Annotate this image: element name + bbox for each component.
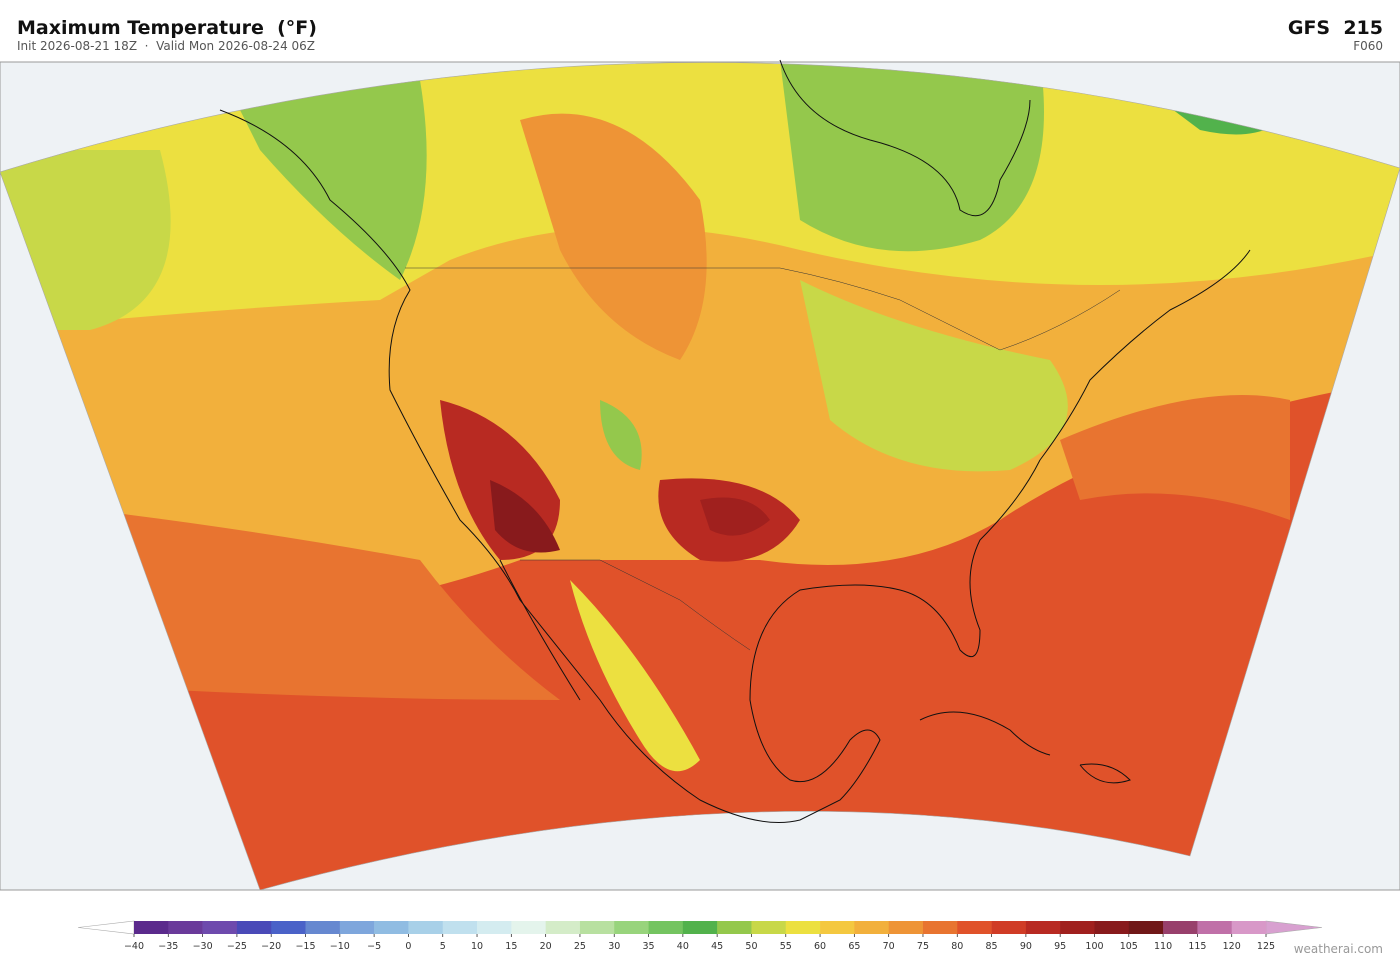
colorbar-bin: [682, 921, 718, 934]
colorbar-tick-label: 50: [745, 941, 757, 952]
colorbar-tick-label: 75: [917, 941, 929, 952]
colorbar-bin: [202, 921, 238, 934]
colorbar-bin: [888, 921, 924, 934]
colorbar-bin: [1094, 921, 1130, 934]
colorbar-tick-label: 15: [505, 941, 517, 952]
colorbar-bin: [820, 921, 855, 934]
colorbar-bin: [305, 921, 341, 934]
colorbar-tick-label: −15: [295, 941, 315, 952]
colorbar-bin: [511, 921, 546, 934]
coast-mainland: [219, 109, 1251, 823]
colorbar-tick-label: 0: [405, 941, 411, 952]
colorbar-tick-label: 25: [574, 941, 586, 952]
subtitle: Init 2026-08-21 18Z · Valid Mon 2026-08-…: [17, 39, 315, 53]
colorbar-bin: [717, 921, 752, 934]
colorbar-tick-label: 90: [1020, 941, 1032, 952]
colorbar-tick-label: −30: [193, 941, 213, 952]
colorbar-tick-label: 120: [1223, 941, 1241, 952]
domain-outline: [0, 62, 1400, 891]
colorbar-tick-label: 105: [1120, 941, 1138, 952]
colorbar-bin: [1197, 921, 1232, 934]
colorbar-tick-label: 60: [814, 941, 826, 952]
field-ontario: [780, 62, 1045, 252]
credit: weatherai.com: [1294, 942, 1383, 956]
colorbar-bin: [408, 921, 444, 934]
colorbar-bin: [271, 921, 306, 934]
border-us-canada: [405, 267, 1121, 351]
colorbar-bin: [785, 921, 821, 934]
borders: [405, 267, 1121, 651]
coastlines: [219, 59, 1251, 823]
field-atlantic: [1060, 395, 1290, 520]
colorbar-tick-label: −25: [227, 941, 247, 952]
colorbar-bin: [168, 921, 203, 934]
field-pacific: [0, 150, 171, 330]
colorbar-tick-label: 5: [440, 941, 446, 952]
colorbar-bin: [1163, 921, 1198, 934]
colorbar-bin: [545, 921, 581, 934]
colorbar-tick-label: −20: [261, 941, 281, 952]
field-plains: [520, 113, 707, 360]
colorbar-bin: [1060, 921, 1095, 934]
colorbar-tick-label: 115: [1188, 941, 1206, 952]
colorbar-bin: [922, 921, 958, 934]
colorbar-tick-label: −40: [124, 941, 144, 952]
coast-baja: [499, 559, 581, 701]
colorbar-bin: [957, 921, 992, 934]
colorbar-tick-label: 35: [642, 941, 654, 952]
field-colorado: [600, 400, 642, 470]
colorbar-tick-label: 85: [986, 941, 998, 952]
colorbar-bin: [1231, 921, 1267, 934]
coast-hispaniola: [1079, 763, 1131, 784]
temperature-field: [0, 62, 1400, 890]
colorbar-bin: [614, 921, 649, 934]
field-bc: [230, 80, 427, 280]
colorbar-bin: [854, 921, 889, 934]
field-midwest: [800, 280, 1068, 472]
colorbar-bin: [134, 921, 169, 934]
colorbar-tick-label: 55: [780, 941, 792, 952]
colorbar-bin: [751, 921, 787, 934]
colorbar-tick-label: 80: [951, 941, 963, 952]
title: Maximum Temperature (°F): [17, 17, 317, 39]
field-mexico-plateau: [570, 580, 700, 772]
colorbar-tick-label: 45: [711, 941, 723, 952]
colorbar-tick-label: 100: [1085, 941, 1103, 952]
colorbar-bin: [1025, 921, 1061, 934]
colorbar-tick-label: −35: [158, 941, 178, 952]
colorbar-bin: [579, 921, 615, 934]
colorbar: −40 −35 −30 −25 −20 −15 −10 −5 0 5 10 15 20 25 30 35 40 4…: [77, 920, 1323, 952]
colorbar-tick-label: −5: [367, 941, 381, 952]
colorbar-tick-label: 65: [848, 941, 860, 952]
coast-hudson: [779, 59, 1031, 217]
colorbar-tick-label: 30: [608, 941, 620, 952]
coast-cuba: [919, 711, 1051, 756]
colorbar-bin: [442, 921, 478, 934]
colorbar-tick-label: 125: [1257, 941, 1275, 952]
map: [0, 59, 1400, 891]
colorbar-tick-label: 95: [1054, 941, 1066, 952]
colorbar-tick-label: 110: [1154, 941, 1172, 952]
colorbar-bin: [1128, 921, 1164, 934]
colorbar-tick-label: 20: [540, 941, 552, 952]
field-south: [0, 380, 1400, 890]
colorbar-tick-label: −10: [330, 941, 350, 952]
forecast-hour: F060: [1353, 39, 1383, 53]
field-desert-core: [490, 480, 560, 553]
field-texas-core: [700, 497, 770, 536]
colorbar-tick-label: 40: [677, 941, 689, 952]
colorbar-bin: [339, 921, 375, 934]
colorbar-bin: [374, 921, 409, 934]
colorbar-bin: [648, 921, 684, 934]
colorbar-bin: [477, 921, 512, 934]
model: GFS 215: [1288, 17, 1383, 39]
colorbar-tick-label: 70: [883, 941, 895, 952]
colorbar-bin: [991, 921, 1027, 934]
colorbar-tick-label: 10: [471, 941, 483, 952]
colorbar-bin: [236, 921, 272, 934]
border-us-mexico: [520, 559, 751, 651]
